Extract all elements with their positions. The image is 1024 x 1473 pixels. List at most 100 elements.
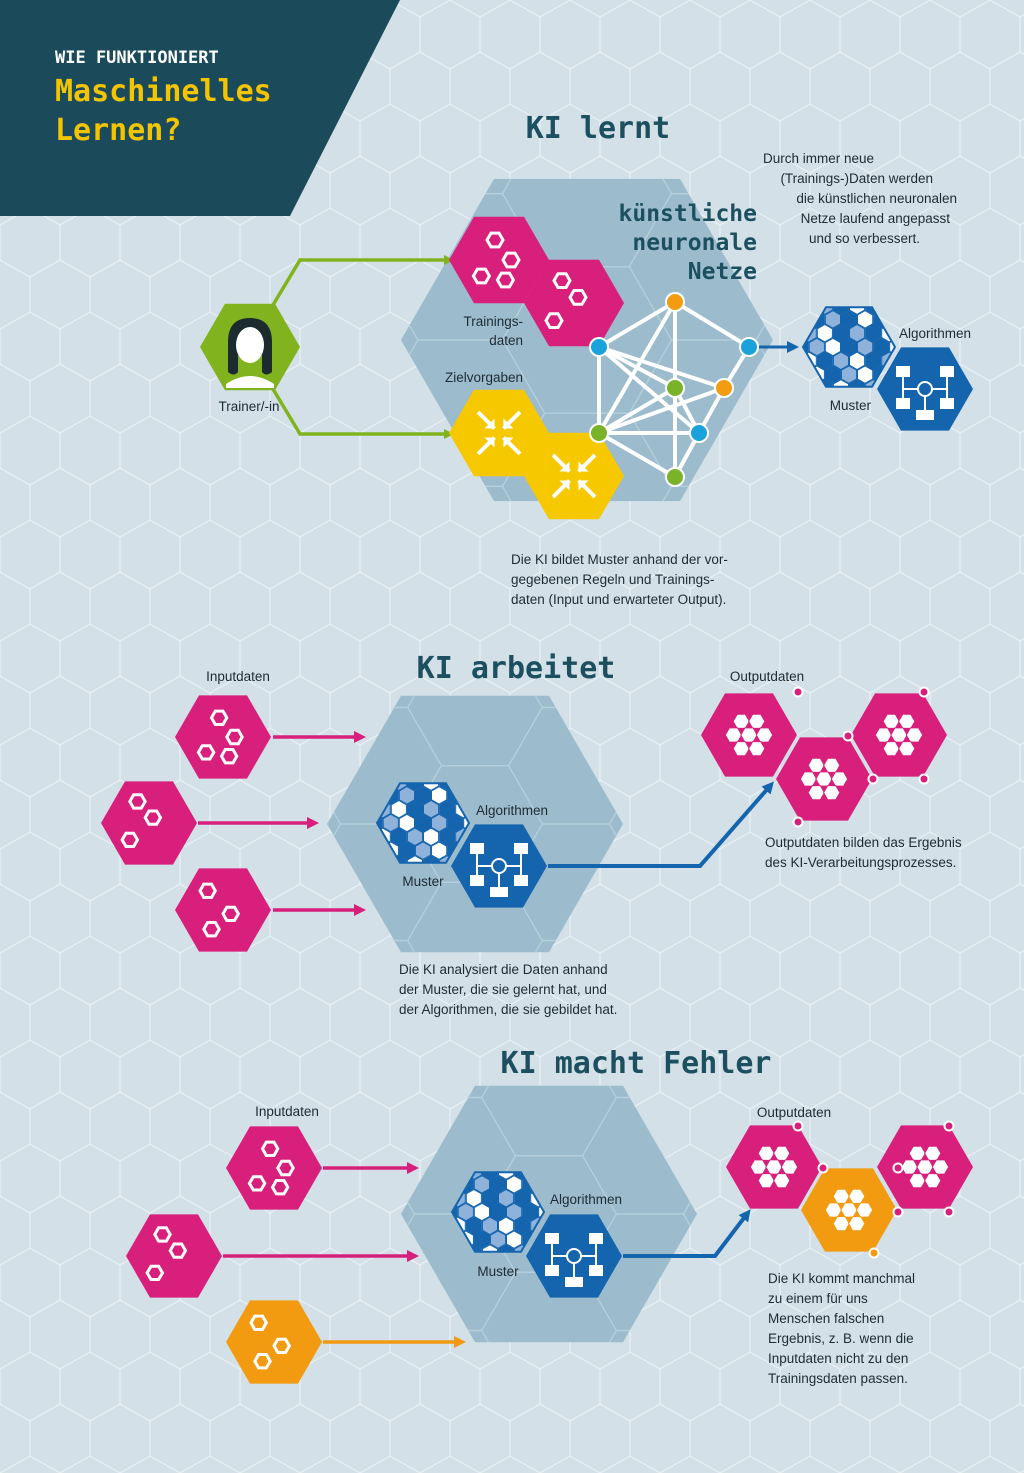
hexagon-glyph-icon (748, 713, 766, 729)
outputdaten-hex-5 (877, 1125, 973, 1209)
hexagon-glyph-icon (830, 771, 849, 787)
trainer (200, 303, 300, 391)
hexagon-glyph-icon (544, 312, 564, 329)
hexagon-glyph-icon (824, 1202, 843, 1218)
hexagon-glyph-icon (272, 1337, 292, 1354)
flowchart-icon (470, 843, 528, 897)
output-corner-dot (867, 773, 879, 785)
network-node (665, 467, 685, 487)
learning-caption-line: gegebenen Regeln und Trainings- (511, 572, 714, 587)
error-note-line: Inputdaten nicht zu den (768, 1351, 908, 1366)
converge-arrows-icon (551, 453, 597, 499)
output-note-line: Outputdaten bilden das Ergebnis (765, 835, 962, 850)
outputdaten-label: Outputdaten (730, 669, 804, 684)
inputdaten-hex-1 (175, 695, 271, 779)
hexagon-glyph-icon (128, 793, 147, 810)
hexagon-glyph-icon (931, 1159, 950, 1175)
learning-caption-line: daten (Input und erwarteter Output). (511, 592, 726, 607)
hexagon-glyph-icon (724, 727, 743, 743)
algorithmen-label: Algorithmen (550, 1192, 622, 1207)
hexagon-glyph-icon (807, 757, 825, 773)
hexagon-glyph-icon (916, 1159, 934, 1175)
page-title-line1: Maschinelles (55, 74, 272, 109)
learning-caption-line: Die KI bildet Muster anhand der vor- (511, 552, 728, 567)
inputdaten-hex-5 (126, 1214, 222, 1298)
muster-label: Muster (402, 874, 444, 889)
flowchart-icon (545, 1233, 603, 1287)
error-note-line: zu einem für uns (768, 1291, 868, 1306)
output-corner-dot (792, 816, 804, 828)
big-hex-error-shape (401, 1085, 697, 1343)
hexagon-glyph-icon (196, 744, 216, 761)
hexagon-glyph-icon (209, 709, 229, 726)
big-hex-working-shape (327, 695, 623, 953)
hexagon-glyph-icon (807, 785, 825, 801)
inputdaten-hex-3-shape (175, 868, 271, 952)
output-corner-dot (892, 1206, 904, 1218)
inputdaten-label: Inputdaten (206, 669, 270, 684)
person-icon (226, 318, 274, 388)
zielvorgaben-hex-2-shape (524, 432, 624, 520)
arrow-to-outputdaten-error (623, 1209, 751, 1258)
hexagon-glyph-icon (732, 713, 750, 729)
inputdaten-hex-2 (101, 781, 197, 865)
inputdaten-hex-3 (175, 868, 271, 952)
hexagon-glyph-icon (153, 1226, 172, 1243)
hexagon-glyph-icon (485, 231, 505, 249)
section2-title: KI arbeitet (417, 651, 616, 686)
output-corner-dot (918, 773, 930, 785)
arrow-trainer-to-zielvorgaben (271, 388, 454, 439)
learning-note-line: Durch immer neue (763, 151, 874, 166)
hexagon-glyph-icon (780, 1159, 799, 1175)
hexagon-glyph-icon (253, 1353, 272, 1370)
outputdaten-hex-2 (776, 737, 872, 821)
hexagon-glyph-icon (568, 289, 588, 306)
outputdaten-hex-6-wrong (801, 1168, 897, 1252)
output-corner-dot (868, 1247, 880, 1259)
hexagon-glyph-icon (501, 251, 521, 269)
hexagon-glyph-icon (898, 713, 916, 729)
network-title-line: Netze (688, 259, 757, 285)
network-edges (597, 300, 751, 479)
learning-note-line: (Trainings-)Daten werden (780, 171, 933, 186)
inputdaten-hex-6-wrong (226, 1300, 322, 1384)
hexagon-glyph-icon (874, 727, 893, 743)
hexagon-glyph-icon (757, 1145, 775, 1161)
network-node (589, 337, 609, 357)
trainingsdaten-label: daten (489, 333, 523, 348)
hexagon-glyph-icon (799, 771, 818, 787)
error-note-line: Ergebnis, z. B. wenn die (768, 1331, 914, 1346)
hexagon-glyph-icon (202, 921, 221, 938)
flowchart-icon (896, 366, 954, 420)
inputdaten-hex-6-wrong-shape (226, 1300, 322, 1384)
working-caption-line: der Algorithmen, die sie gebildet hat. (399, 1002, 617, 1017)
hexagon-glyph-icon (908, 1173, 926, 1189)
algorithmen-hex-3 (526, 1214, 622, 1298)
hexagon-glyph-icon (773, 1173, 791, 1189)
working-caption-line: Die KI analysiert die Daten anhand (399, 962, 608, 977)
section1-title: KI lernt (526, 111, 671, 146)
network-edge (673, 300, 751, 349)
learning-note-line: Netze laufend angepasst (801, 211, 951, 226)
hexagon-glyph-icon (855, 1202, 874, 1218)
output-corner-dot (817, 1162, 829, 1174)
hexagon-glyph-icon (748, 741, 766, 757)
algorithmen-hex-2 (451, 824, 547, 908)
outputdaten-hex-4 (726, 1125, 822, 1209)
hexagon-glyph-icon (198, 882, 218, 899)
hexagon-glyph-icon (219, 748, 239, 765)
inputdaten-hex-4 (226, 1126, 322, 1210)
header: WIE FUNKTIONIERT Maschinelles Lernen? (0, 0, 400, 216)
hexagon-glyph-icon (924, 1145, 942, 1161)
error-note-line: Trainingsdaten passen. (768, 1371, 908, 1386)
zielvorgaben-hex-1 (449, 389, 549, 477)
section3-title: KI macht Fehler (501, 1046, 772, 1081)
error-note-line: Menschen falschen (768, 1311, 884, 1326)
working-caption-line: der Muster, die sie gelernt hat, und (399, 982, 607, 997)
hexagon-glyph-icon (898, 741, 916, 757)
outputdaten-label: Outputdaten (757, 1105, 831, 1120)
output-corner-dot (892, 1162, 904, 1174)
hexagon-glyph-icon (755, 727, 774, 743)
hexagon-glyph-icon (900, 1159, 919, 1175)
